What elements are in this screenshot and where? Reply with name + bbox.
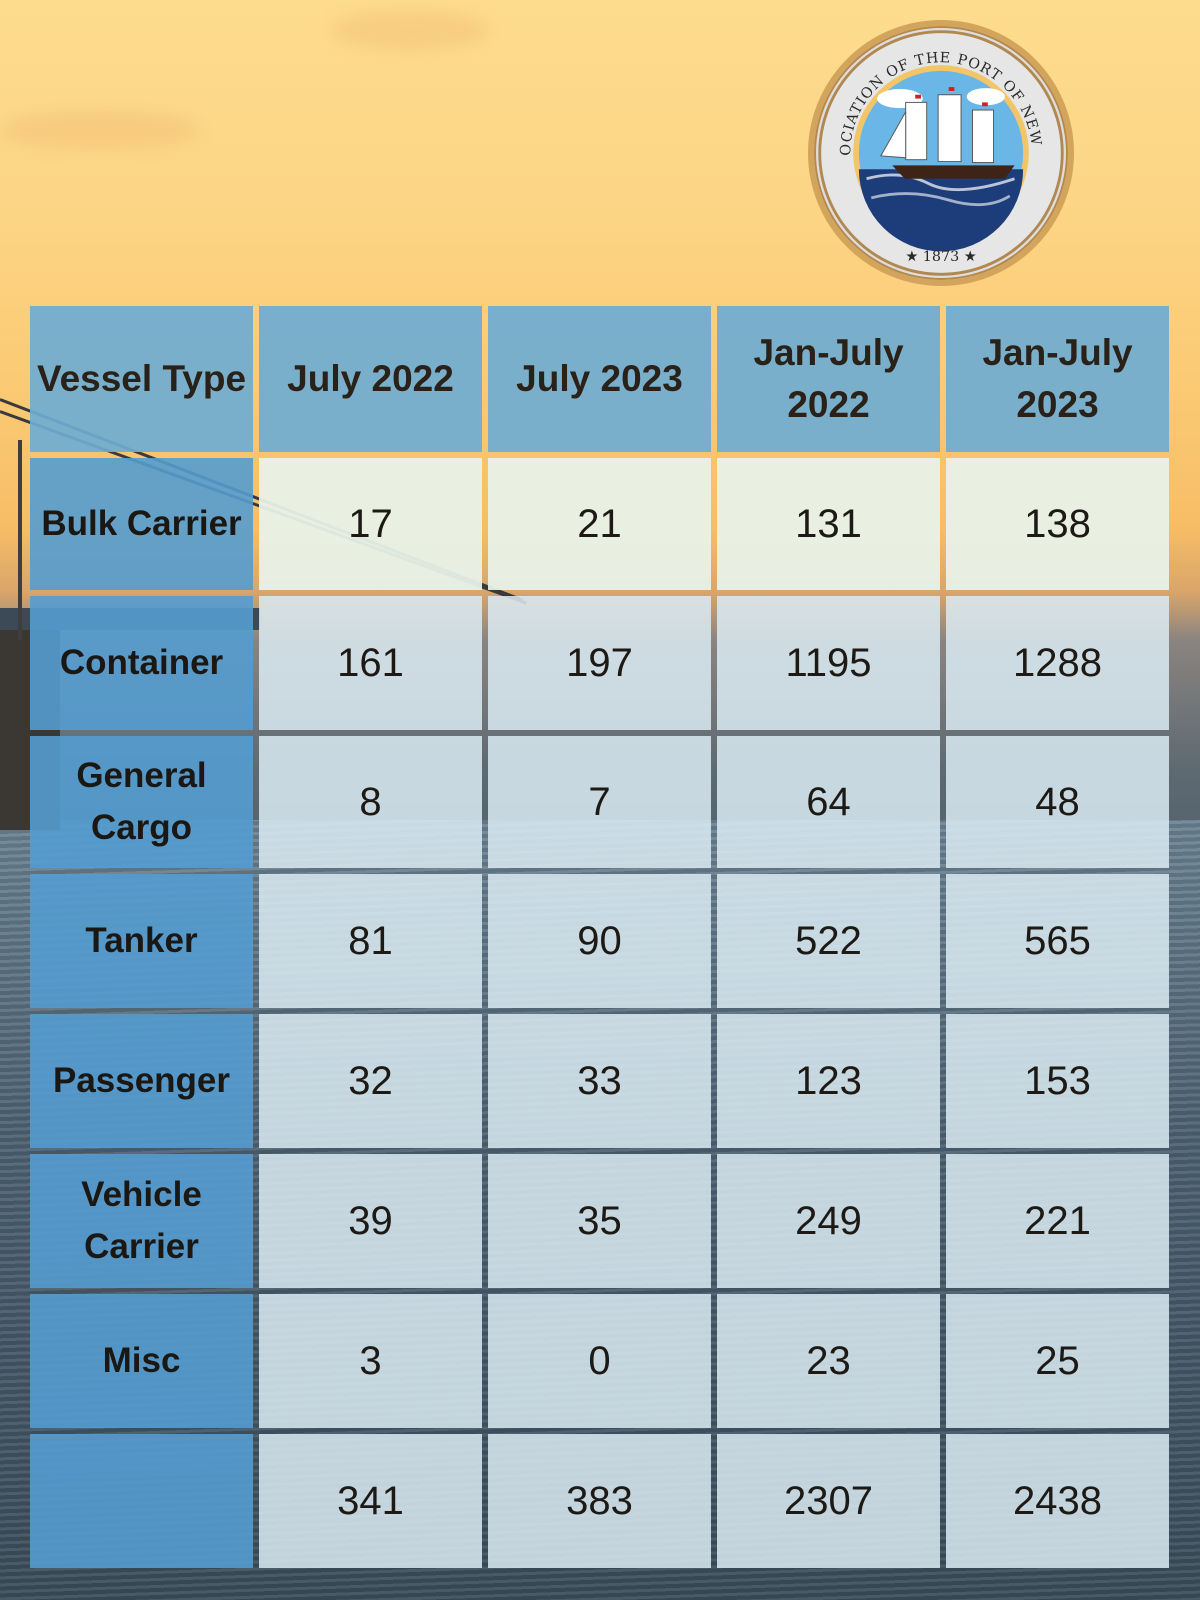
table-cell: 1288 xyxy=(946,596,1169,730)
row-label-bulk-carrier: Bulk Carrier xyxy=(30,458,253,590)
table-cell: 48 xyxy=(946,736,1169,868)
total-cell: 2438 xyxy=(946,1434,1169,1568)
table-cell: 138 xyxy=(946,458,1169,590)
clipper-ship-seal-icon: THE MARITIME ASSOCIATION OF THE PORT OF … xyxy=(806,14,1064,276)
vessel-arrivals-table: Vessel Type July 2022 July 2023 Jan-July… xyxy=(30,306,1170,1568)
background-bridge-tower xyxy=(18,440,22,640)
column-header-jan-july-2022: Jan-July 2022 xyxy=(717,306,940,452)
table-cell: 90 xyxy=(488,874,711,1008)
table-cell: 81 xyxy=(259,874,482,1008)
table-cell: 7 xyxy=(488,736,711,868)
table-cell: 522 xyxy=(717,874,940,1008)
background-cloud xyxy=(0,110,200,150)
maritime-association-seal-logo: THE MARITIME ASSOCIATION OF THE PORT OF … xyxy=(806,14,1074,286)
total-cell: 341 xyxy=(259,1434,482,1568)
table-cell: 3 xyxy=(259,1294,482,1428)
column-header-july-2022: July 2022 xyxy=(259,306,482,452)
column-header-vessel-type: Vessel Type xyxy=(30,306,253,452)
table-cell: 249 xyxy=(717,1154,940,1288)
table-cell: 0 xyxy=(488,1294,711,1428)
row-label-total xyxy=(30,1434,253,1568)
table-cell: 35 xyxy=(488,1154,711,1288)
table-cell: 64 xyxy=(717,736,940,868)
table-cell: 161 xyxy=(259,596,482,730)
table-cell: 131 xyxy=(717,458,940,590)
table-cell: 39 xyxy=(259,1154,482,1288)
column-header-jan-july-2023: Jan-July 2023 xyxy=(946,306,1169,452)
table-cell: 8 xyxy=(259,736,482,868)
row-label-general-cargo: General Cargo xyxy=(30,736,253,868)
row-label-vehicle-carrier: Vehicle Carrier xyxy=(30,1154,253,1288)
row-label-container: Container xyxy=(30,596,253,730)
table-cell: 17 xyxy=(259,458,482,590)
table-cell: 32 xyxy=(259,1014,482,1148)
table-cell: 565 xyxy=(946,874,1169,1008)
column-header-july-2023: July 2023 xyxy=(488,306,711,452)
row-label-passenger: Passenger xyxy=(30,1014,253,1148)
table-cell: 25 xyxy=(946,1294,1169,1428)
row-label-misc: Misc xyxy=(30,1294,253,1428)
table-cell: 1195 xyxy=(717,596,940,730)
total-cell: 2307 xyxy=(717,1434,940,1568)
table-cell: 153 xyxy=(946,1014,1169,1148)
svg-text:★ 1873 ★: ★ 1873 ★ xyxy=(905,249,976,265)
table-cell: 197 xyxy=(488,596,711,730)
table-cell: 23 xyxy=(717,1294,940,1428)
table-cell: 123 xyxy=(717,1014,940,1148)
table-cell: 21 xyxy=(488,458,711,590)
table-cell: 33 xyxy=(488,1014,711,1148)
row-label-tanker: Tanker xyxy=(30,874,253,1008)
total-cell: 383 xyxy=(488,1434,711,1568)
background-cloud xyxy=(330,10,490,50)
table-cell: 221 xyxy=(946,1154,1169,1288)
